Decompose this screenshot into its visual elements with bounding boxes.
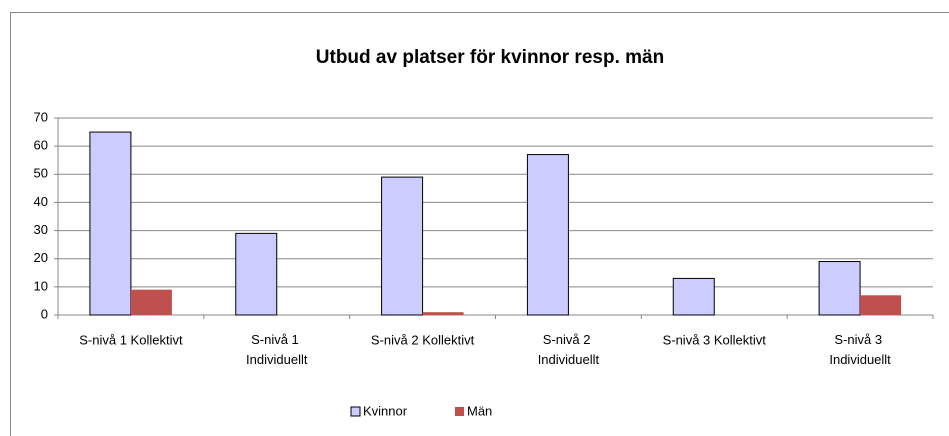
- x-tick-line: Individuellt: [538, 352, 600, 367]
- y-tick-label: 30: [34, 222, 48, 237]
- y-tick-label: 10: [34, 278, 48, 293]
- x-tick-line: S-nivå 3: [834, 332, 885, 347]
- legend-label: Kvinnor: [363, 403, 408, 418]
- bar: [235, 232, 278, 316]
- bar: [381, 176, 424, 316]
- y-tick-label: 70: [34, 109, 48, 124]
- x-tick-label: S-nivå 1 Kollektivt: [79, 332, 183, 347]
- legend-swatch: [350, 406, 361, 417]
- x-tick-label: S-nivå 2 Kollektivt: [371, 332, 475, 347]
- x-tick-line: Individuellt: [829, 352, 891, 367]
- bar: [89, 131, 132, 316]
- x-tick-label: S-nivå 3 Individuellt: [829, 332, 891, 367]
- bar: [860, 295, 902, 315]
- y-tick-label: 20: [34, 250, 48, 265]
- bar: [130, 289, 172, 315]
- x-tick-label: S-nivå 3 Kollektivt: [663, 332, 767, 347]
- bar: [422, 312, 464, 315]
- bar: [818, 261, 861, 316]
- y-tick-label: 0: [41, 306, 48, 321]
- chart-border: [10, 12, 949, 436]
- legend-label: Män: [467, 403, 492, 418]
- x-tick-line: Individuellt: [246, 352, 308, 367]
- bar: [526, 154, 569, 316]
- chart-title: Utbud av platser för kvinnor resp. män: [316, 47, 664, 68]
- x-tick-label: S-nivå 1 Individuellt: [246, 332, 308, 367]
- legend-swatch: [455, 407, 464, 416]
- y-tick-label: 40: [34, 194, 48, 209]
- x-tick-line: S-nivå 2: [543, 332, 594, 347]
- bar: [672, 277, 715, 316]
- y-tick-label: 60: [34, 138, 48, 153]
- x-tick-label: S-nivå 2 Individuellt: [538, 332, 600, 367]
- x-tick-line: S-nivå 1: [251, 332, 302, 347]
- y-tick-label: 50: [34, 166, 48, 181]
